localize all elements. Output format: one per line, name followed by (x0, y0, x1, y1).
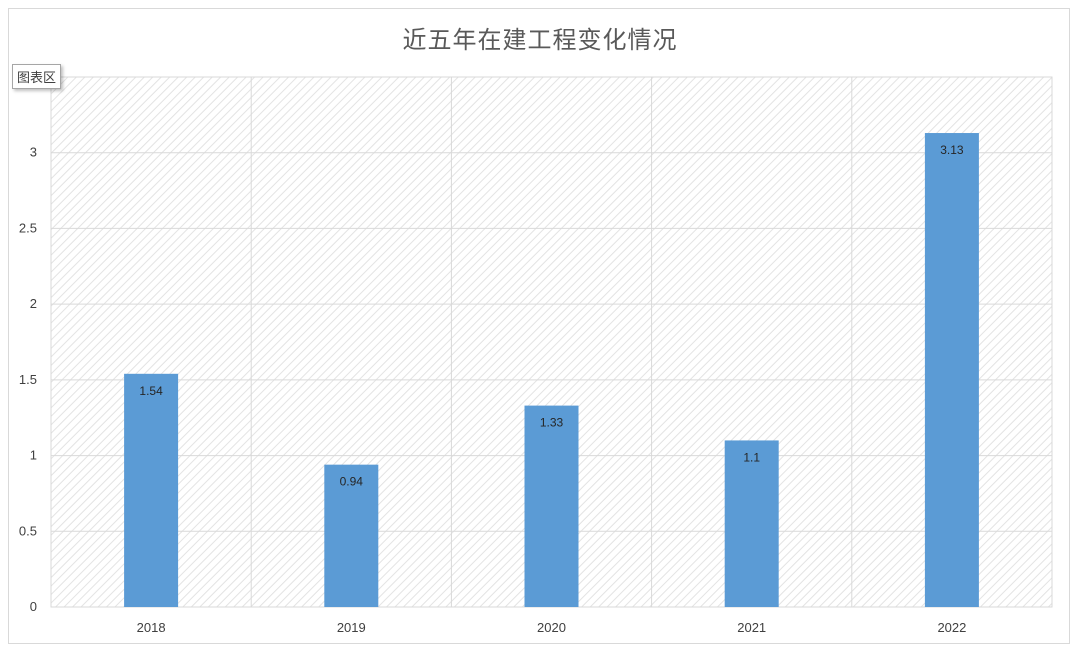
y-axis-ticks: 0 0.5 1 1.5 2 2.5 3 (19, 145, 37, 614)
bar-2019 (324, 464, 379, 607)
data-labels: 1.54 0.94 1.33 1.1 3.13 (139, 143, 963, 489)
data-label-2022: 3.13 (940, 143, 964, 157)
data-label-2018: 1.54 (139, 384, 163, 398)
x-tick-label-2020: 2020 (537, 620, 566, 635)
data-label-2021: 1.1 (743, 450, 760, 464)
bar-2021 (724, 440, 779, 607)
y-tick-label: 0 (30, 599, 37, 614)
chart-area-tag[interactable]: 图表区 (12, 64, 62, 89)
x-tick-label-2021: 2021 (737, 620, 766, 635)
x-tick-label-2022: 2022 (937, 620, 966, 635)
bar-2020 (524, 405, 579, 607)
x-tick-label-2018: 2018 (137, 620, 166, 635)
y-tick-label: 1 (30, 448, 37, 463)
grid-lines (50, 76, 1053, 608)
y-tick-label: 0.5 (19, 523, 37, 538)
y-tick-label: 2 (30, 296, 37, 311)
bars (124, 133, 979, 607)
data-label-2020: 1.33 (540, 416, 564, 430)
y-tick-label: 2.5 (19, 220, 37, 235)
chart-title: 近五年在建工程变化情况 (402, 26, 678, 54)
y-tick-label: 1.5 (19, 372, 37, 387)
y-tick-label: 3 (30, 145, 37, 160)
bar-2022 (924, 133, 979, 607)
data-label-2019: 0.94 (340, 475, 364, 489)
bar-2018 (124, 373, 179, 607)
x-axis-ticks: 2018 2019 2020 2021 2022 (137, 620, 967, 635)
x-tick-label-2019: 2019 (337, 620, 366, 635)
